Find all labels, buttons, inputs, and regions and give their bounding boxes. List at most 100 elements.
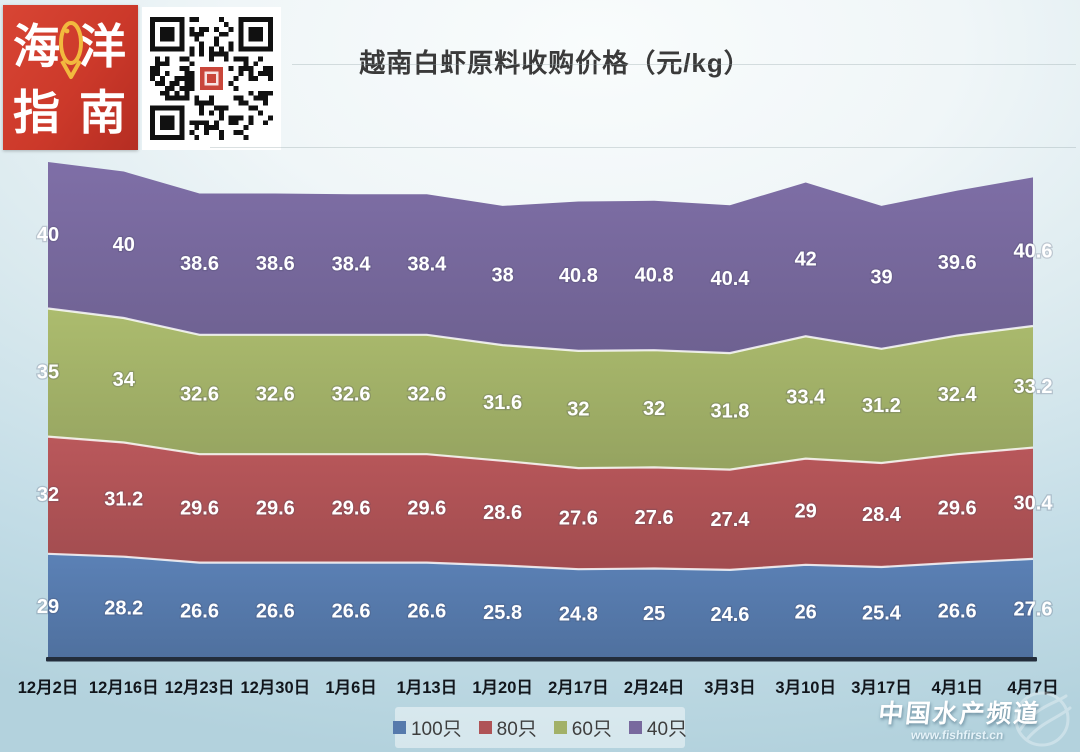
data-label-40只: 40 xyxy=(37,224,59,246)
data-label-80只: 29.6 xyxy=(332,497,371,519)
x-axis-label: 2月17日 xyxy=(548,678,609,697)
data-label-60只: 31.2 xyxy=(862,395,901,417)
data-label-80只: 27.4 xyxy=(710,509,750,531)
data-label-40只: 40 xyxy=(113,234,135,256)
data-label-100只: 24.6 xyxy=(710,604,749,626)
data-label-40只: 42 xyxy=(795,248,817,270)
data-label-100只: 25 xyxy=(643,603,665,625)
data-label-40只: 40.8 xyxy=(559,265,598,287)
x-axis-label: 3月10日 xyxy=(775,678,836,697)
legend-swatch xyxy=(392,721,406,734)
data-label-100只: 26 xyxy=(795,601,817,623)
x-axis-label: 12月23日 xyxy=(165,678,235,697)
data-label-80只: 29.6 xyxy=(256,497,295,519)
data-label-80只: 31.2 xyxy=(104,489,143,511)
data-label-60只: 31.8 xyxy=(710,400,749,422)
data-label-80只: 29 xyxy=(795,501,817,523)
data-label-40只: 39.6 xyxy=(938,252,977,274)
legend-item-1: 80只 xyxy=(478,714,537,741)
data-label-60只: 32.6 xyxy=(256,384,295,406)
data-label-100只: 26.6 xyxy=(256,600,295,622)
chart-title: 越南白虾原料收购价格（元/kg） xyxy=(359,48,751,78)
band-boundary-line xyxy=(47,552,1034,572)
data-label-40只: 38.4 xyxy=(332,254,372,276)
data-label-40只: 38.4 xyxy=(407,254,447,276)
data-label-80只: 27.6 xyxy=(635,507,674,529)
x-axis-label: 1月13日 xyxy=(397,678,458,697)
legend-swatch xyxy=(628,721,642,734)
data-label-100只: 25.4 xyxy=(862,603,902,625)
legend-item-0: 100只 xyxy=(392,714,462,741)
data-label-60只: 34 xyxy=(113,369,136,391)
data-label-80只: 28.4 xyxy=(862,504,902,526)
x-axis-label: 4月7日 xyxy=(1007,678,1058,697)
data-label-100只: 26.6 xyxy=(332,600,371,622)
x-axis-label: 12月2日 xyxy=(18,678,79,697)
data-label-100只: 27.6 xyxy=(1014,599,1053,621)
header-divider xyxy=(210,147,1076,148)
data-label-80只: 27.6 xyxy=(559,508,598,530)
data-label-60只: 32.6 xyxy=(180,384,219,406)
data-label-100只: 26.6 xyxy=(407,600,446,622)
qr-pattern xyxy=(150,17,273,140)
legend-swatch xyxy=(553,721,567,734)
x-axis-line xyxy=(46,657,1037,662)
data-label-100只: 26.6 xyxy=(180,600,219,622)
data-label-100只: 25.8 xyxy=(483,602,522,624)
x-axis-label: 12月16日 xyxy=(89,678,159,697)
qr-code xyxy=(142,7,281,150)
area-band-40只 xyxy=(48,162,1033,354)
x-axis-label: 2月24日 xyxy=(624,678,685,697)
area-band-100只 xyxy=(48,553,1033,660)
data-label-60只: 35 xyxy=(37,362,59,384)
data-label-40只: 40.8 xyxy=(635,265,674,287)
data-label-60只: 32 xyxy=(567,399,589,421)
data-label-100只: 29 xyxy=(37,596,59,618)
legend-item-2: 60只 xyxy=(553,714,612,741)
data-label-80只: 32 xyxy=(37,484,59,506)
data-label-60只: 32.4 xyxy=(938,384,978,406)
data-label-40只: 40.6 xyxy=(1014,241,1053,263)
data-label-60只: 32.6 xyxy=(332,384,371,406)
data-label-100只: 24.8 xyxy=(559,604,598,626)
data-label-40只: 38.6 xyxy=(180,253,219,275)
data-label-40只: 39 xyxy=(870,266,892,288)
x-axis-label: 3月3日 xyxy=(704,678,755,697)
data-label-100只: 28.2 xyxy=(104,597,143,619)
x-axis-label: 12月30日 xyxy=(240,678,310,697)
data-label-80只: 29.6 xyxy=(938,497,977,519)
data-label-40只: 38 xyxy=(491,265,513,287)
logo-char: 海 xyxy=(13,20,60,73)
logo-char: 指 xyxy=(13,86,60,139)
brand-logo: 海 洋 指 南 xyxy=(3,5,138,150)
area-band-80只 xyxy=(48,436,1033,570)
data-label-60只: 33.4 xyxy=(786,387,826,409)
legend-item-3: 40只 xyxy=(628,714,688,741)
data-label-60只: 32.6 xyxy=(407,384,446,406)
x-axis-label: 4月1日 xyxy=(932,678,983,697)
data-label-60只: 33.2 xyxy=(1014,376,1053,398)
data-label-40只: 40.4 xyxy=(710,268,750,290)
legend-label: 80只 xyxy=(496,719,537,740)
logo-char: 南 xyxy=(79,86,126,139)
data-label-60只: 31.6 xyxy=(483,392,522,414)
data-label-100只: 26.6 xyxy=(938,600,977,622)
legend-label: 100只 xyxy=(410,719,462,740)
area-band-60只 xyxy=(48,308,1033,470)
data-label-80只: 30.4 xyxy=(1014,492,1054,514)
x-axis-label: 1月20日 xyxy=(472,678,533,697)
band-boundary-line xyxy=(47,435,1034,471)
band-boundary-line xyxy=(47,307,1034,355)
chart-legend: 100只 80只 60只 40只 xyxy=(392,707,688,748)
x-axis-label: 3月17日 xyxy=(851,678,912,697)
data-label-60只: 32 xyxy=(643,398,665,420)
header-divider xyxy=(292,64,1076,65)
legend-label: 60只 xyxy=(571,719,612,740)
data-label-80只: 28.6 xyxy=(483,502,522,524)
data-label-40只: 38.6 xyxy=(256,253,295,275)
data-label-80只: 29.6 xyxy=(407,497,446,519)
data-label-80只: 29.6 xyxy=(180,497,219,519)
legend-label: 40只 xyxy=(646,719,688,740)
